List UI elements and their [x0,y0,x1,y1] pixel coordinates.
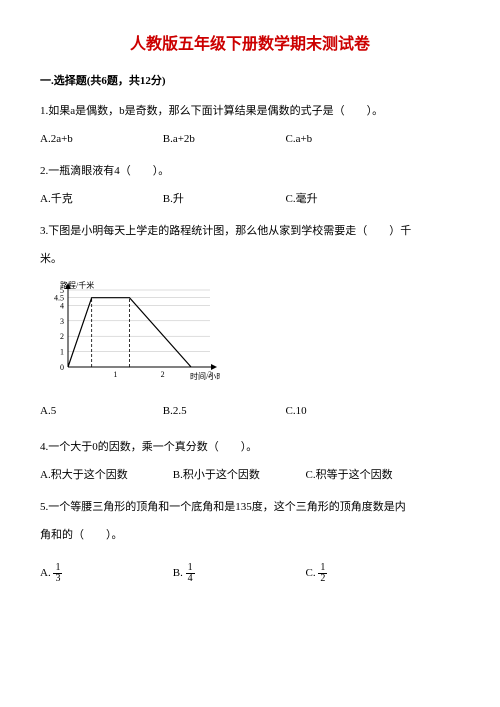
q3-options: A.5 B.2.5 C.10 [40,400,460,422]
svg-text:1: 1 [113,370,117,379]
q4-opt-a: A.积大于这个因数 [40,464,170,486]
fraction-a: 1 3 [53,563,62,584]
exam-page: { "title": "人教版五年级下册数学期末测试卷", "section":… [0,0,500,707]
section-header: 一.选择题(共6题，共12分) [40,72,460,88]
q2-opt-a: A.千克 [40,188,160,210]
q5-text-2: 角和的（ ）。 [40,524,460,546]
q5-opt-c-label: C. [306,567,316,579]
fraction-b: 1 4 [186,563,195,584]
svg-text:2: 2 [161,370,165,379]
chart: 012344.55123路程/千米时间/小时 [40,278,460,388]
svg-text:时间/小时: 时间/小时 [190,371,220,381]
q1-opt-c: C.a+b [286,128,313,150]
q3-opt-a: A.5 [40,400,160,422]
svg-text:4: 4 [60,301,64,310]
q3-text-2: 米。 [40,248,460,270]
q1-options: A.2a+b B.a+2b C.a+b [40,128,460,150]
q1-opt-a: A.2a+b [40,128,160,150]
q2-opt-c: C.毫升 [286,188,318,210]
fraction-c: 1 2 [318,563,327,584]
q3-text-1: 3.下图是小明每天上学走的路程统计图，那么他从家到学校需要走（ ）千 [40,220,460,242]
frac-c-den: 2 [318,574,327,584]
frac-b-den: 4 [186,574,195,584]
svg-text:0: 0 [60,363,64,372]
svg-text:1: 1 [60,348,64,357]
q5-opt-b: B. 1 4 [173,562,303,584]
q4-opt-c: C.积等于这个因数 [306,464,393,486]
q5-opt-a-label: A. [40,567,51,579]
svg-text:4.5: 4.5 [54,294,64,303]
q4-opt-b: B.积小于这个因数 [173,464,303,486]
q4-options: A.积大于这个因数 B.积小于这个因数 C.积等于这个因数 [40,464,460,486]
q5-text-1: 5.一个等腰三角形的顶角和一个底角和是135度，这个三角形的顶角度数是内 [40,496,460,518]
q1-opt-b: B.a+2b [163,128,283,150]
q5-opt-c: C. 1 2 [306,562,328,584]
q2-options: A.千克 B.升 C.毫升 [40,188,460,210]
q2-text: 2.一瓶滴眼液有4（ ）。 [40,160,460,182]
frac-a-den: 3 [53,574,62,584]
svg-text:路程/千米: 路程/千米 [60,280,94,290]
q5-options: A. 1 3 B. 1 4 C. 1 2 [40,562,460,584]
chart-svg: 012344.55123路程/千米时间/小时 [40,278,220,383]
q5-opt-a: A. 1 3 [40,562,170,584]
q3-opt-b: B.2.5 [163,400,283,422]
q5-opt-b-label: B. [173,567,183,579]
q2-opt-b: B.升 [163,188,283,210]
page-title: 人教版五年级下册数学期末测试卷 [40,30,460,54]
q3-opt-c: C.10 [286,400,307,422]
svg-text:3: 3 [60,317,64,326]
q1-text: 1.如果a是偶数，b是奇数，那么下面计算结果是偶数的式子是（ ）。 [40,100,460,122]
q4-text: 4.一个大于0的因数，乘一个真分数（ ）。 [40,436,460,458]
svg-text:2: 2 [60,332,64,341]
